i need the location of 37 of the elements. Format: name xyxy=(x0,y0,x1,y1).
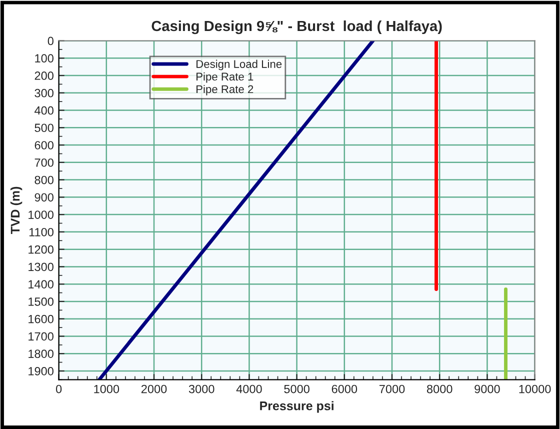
y-tick-label: 600 xyxy=(34,141,54,150)
y-tick-label: 100 xyxy=(35,54,54,63)
y-tick-label: 900 xyxy=(34,193,54,202)
y-tick-label: 1100 xyxy=(29,228,54,236)
y-tick-label: 300 xyxy=(34,88,54,98)
x-tick-label: 4000 xyxy=(236,384,262,394)
x-tick-label: 8000 xyxy=(426,384,452,394)
x-axis-title: Pressure psi xyxy=(260,401,334,413)
y-tick-label: 400 xyxy=(34,106,54,115)
y-tick-label: 1900 xyxy=(28,367,54,376)
x-tick-label: 2000 xyxy=(141,384,167,394)
legend-label: Design Load Line xyxy=(196,60,282,70)
y-tick-label: 500 xyxy=(34,124,54,132)
y-tick-label: 1200 xyxy=(28,245,54,254)
x-tick-label: 7000 xyxy=(379,384,405,394)
y-tick-label: 1500 xyxy=(28,297,54,306)
legend-label: Pipe Rate 1 xyxy=(196,72,254,83)
y-tick-label: 1700 xyxy=(28,332,54,341)
x-tick-label: 3000 xyxy=(188,384,214,394)
y-tick-label: 1000 xyxy=(28,210,54,219)
x-tick-label: 0 xyxy=(56,384,62,394)
legend-label: Pipe Rate 2 xyxy=(196,84,254,96)
y-tick-label: 1800 xyxy=(28,350,54,358)
y-axis-title: TVD (m) xyxy=(10,186,22,234)
x-tick-label: 6000 xyxy=(332,384,358,394)
chart-title: Casing Design 9⅝" - Burst load ( Halfaya) xyxy=(152,20,442,34)
x-tick-label: 9000 xyxy=(474,384,500,394)
x-tick-label: 1000 xyxy=(94,384,120,394)
y-tick-label: 200 xyxy=(34,72,54,80)
x-tick-label: 5000 xyxy=(284,384,310,394)
y-tick-label: 0 xyxy=(48,36,54,46)
x-tick-label: 10000 xyxy=(519,384,551,394)
y-tick-label: 1400 xyxy=(28,280,54,288)
y-tick-label: 700 xyxy=(34,158,54,167)
y-tick-label: 800 xyxy=(34,176,54,184)
y-tick-label: 1300 xyxy=(28,262,54,272)
y-tick-label: 1600 xyxy=(28,314,54,324)
